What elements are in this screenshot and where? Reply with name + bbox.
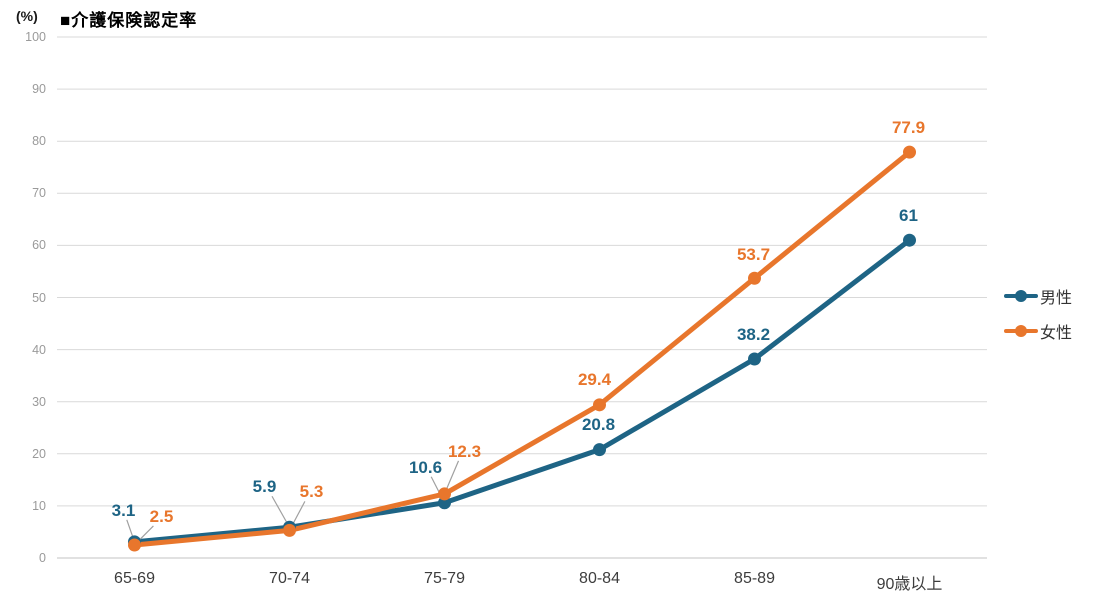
chart-header: (%) ■介護保険認定率 bbox=[0, 4, 1093, 34]
data-point-女性 bbox=[748, 271, 761, 285]
data-label-男性: 20.8 bbox=[581, 414, 616, 434]
y-axis-tick-label: 10 bbox=[32, 498, 46, 513]
data-label-男性: 61 bbox=[899, 206, 918, 226]
y-axis-tick-label: 60 bbox=[32, 238, 46, 253]
y-axis-tick-label: 80 bbox=[32, 134, 46, 149]
data-label-男性: 38.2 bbox=[736, 324, 771, 344]
data-label-女性: 29.4 bbox=[577, 369, 612, 389]
data-point-女性 bbox=[128, 538, 141, 552]
data-label-女性: 5.3 bbox=[299, 482, 324, 502]
x-axis-category-label: 70-74 bbox=[269, 570, 310, 587]
y-axis-tick-label: 0 bbox=[39, 551, 46, 565]
legend-item-女性: 女性 bbox=[1004, 319, 1072, 343]
y-axis-tick-label: 30 bbox=[32, 394, 46, 409]
series-line-女性 bbox=[132, 149, 912, 548]
y-axis-tick-label: 40 bbox=[32, 342, 46, 357]
y-axis-tick-label: 20 bbox=[32, 446, 46, 461]
data-point-男性 bbox=[748, 352, 761, 366]
legend-label: 男性 bbox=[1040, 290, 1073, 307]
data-point-女性 bbox=[438, 487, 451, 501]
legend-marker-icon bbox=[1004, 290, 1038, 302]
y-axis-tick-label: 100 bbox=[25, 30, 46, 44]
data-label-男性: 10.6 bbox=[408, 457, 443, 477]
data-label-男性: 3.1 bbox=[111, 500, 136, 520]
legend-item-男性: 男性 bbox=[1004, 284, 1072, 308]
legend: 男性 女性 bbox=[1004, 284, 1072, 343]
x-axis-category-label: 90歳以上 bbox=[876, 576, 943, 593]
data-point-女性 bbox=[283, 523, 296, 537]
data-label-女性: 53.7 bbox=[736, 245, 771, 265]
y-axis-tick-label: 50 bbox=[32, 290, 46, 305]
series-line-男性 bbox=[132, 237, 912, 545]
data-label-女性: 77.9 bbox=[891, 118, 926, 138]
y-axis-unit-label: (%) bbox=[16, 8, 38, 24]
x-axis-category-label: 80-84 bbox=[579, 570, 620, 587]
x-axis-category-label: 85-89 bbox=[734, 570, 775, 587]
data-point-男性 bbox=[903, 233, 916, 247]
x-axis-category-label: 65-69 bbox=[114, 570, 155, 587]
legend-marker-icon bbox=[1004, 325, 1038, 337]
y-axis-tick-label: 90 bbox=[32, 82, 46, 97]
x-axis-category-label: 75-79 bbox=[424, 570, 465, 587]
data-label-男性: 5.9 bbox=[252, 477, 277, 497]
data-label-女性: 12.3 bbox=[447, 441, 482, 461]
legend-label: 女性 bbox=[1040, 325, 1073, 342]
data-point-男性 bbox=[593, 443, 606, 457]
data-point-女性 bbox=[903, 145, 916, 159]
data-point-女性 bbox=[593, 398, 606, 412]
chart-title: ■介護保険認定率 bbox=[60, 11, 198, 30]
y-axis-tick-label: 70 bbox=[32, 186, 46, 201]
data-label-女性: 2.5 bbox=[149, 506, 174, 526]
